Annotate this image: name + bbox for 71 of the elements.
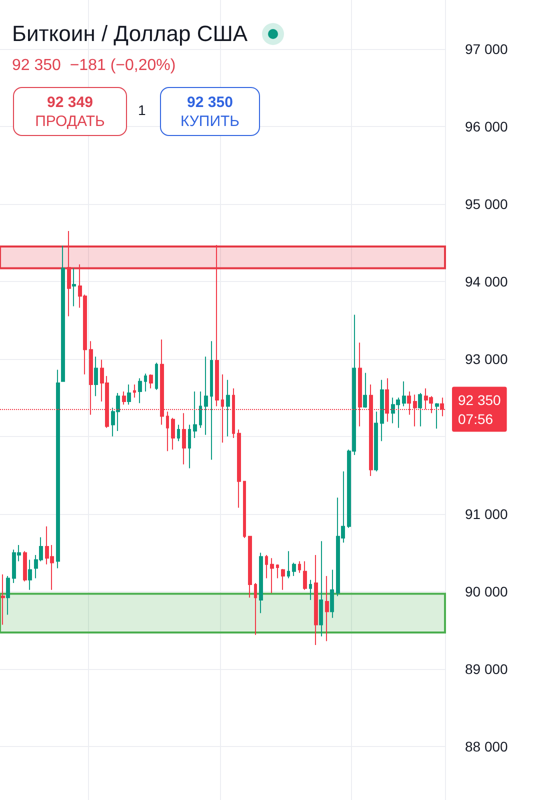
candlestick: [309, 579, 312, 600]
candlestick: [67, 230, 71, 317]
candlestick: [226, 379, 230, 437]
candlestick: [94, 356, 98, 397]
candlestick: [204, 356, 208, 436]
y-tick-label: 96 000: [465, 118, 508, 134]
candlestick: [298, 560, 301, 574]
candlestick: [265, 554, 268, 579]
candlestick: [303, 560, 307, 590]
y-tick-label: 93 000: [465, 350, 508, 367]
y-tick-label: 95 000: [465, 196, 508, 212]
candlestick: [6, 575, 10, 616]
candlestick: [144, 373, 147, 392]
candlestick: [363, 372, 367, 408]
candlestick: [193, 390, 197, 438]
candlestick: [1, 574, 5, 626]
y-tick-label: 91 000: [465, 506, 508, 522]
candlestick: [215, 244, 219, 407]
ref-line-label: 92 350: [458, 392, 502, 408]
candlestick: [270, 558, 274, 594]
candlestick: [418, 392, 422, 427]
candlestick: [281, 568, 285, 590]
candlestick: [237, 428, 241, 508]
text: 07:56: [458, 410, 494, 427]
candlestick: [133, 384, 136, 398]
candlestick: [138, 378, 142, 404]
candlestick: [402, 380, 406, 407]
candlestick: [292, 562, 296, 576]
candlestick: [435, 402, 439, 430]
annotation: 92 350: [187, 92, 233, 112]
buy-button: 92 350 КУПИТЬ: [160, 87, 260, 136]
text: Биткоин / Доллар США: [12, 21, 248, 47]
candlestick: [122, 390, 126, 406]
candlestick: [127, 384, 131, 406]
candlestick: [210, 340, 213, 460]
candlestick: [188, 424, 191, 469]
candlestick: [314, 554, 318, 646]
annotation: 1: [138, 102, 146, 118]
y-tick-label: 94 000: [465, 273, 508, 290]
candlestick: [259, 552, 263, 614]
text: 92 350 −181 (−0,20%): [12, 57, 176, 75]
annotation: ПРОДАТЬ: [35, 112, 105, 130]
y-tick-label: 89 000: [465, 660, 508, 677]
candlestick: [166, 411, 169, 452]
candlestick: [248, 536, 252, 598]
annotation: 92 349: [47, 92, 93, 112]
candlestick: [319, 540, 323, 637]
candlestick: [177, 424, 180, 442]
candlestick: [325, 575, 329, 642]
annotation: КУПИТЬ: [180, 112, 240, 130]
candlestick: [182, 412, 186, 465]
candlestick: [23, 550, 27, 582]
candlestick: [171, 417, 175, 450]
sell-button: 92 349 ПРОДАТЬ: [13, 87, 127, 136]
candlestick: [287, 550, 290, 579]
candlestick: [374, 411, 378, 472]
candlestick: [276, 564, 279, 579]
y-tick-label: 90 000: [465, 583, 508, 600]
candlestick: [243, 480, 246, 538]
candlestick: [61, 245, 65, 382]
candlestick: [199, 390, 202, 428]
y-tick-label: 97 000: [465, 40, 508, 57]
candlestick: [28, 559, 32, 590]
candlestick: [155, 362, 158, 390]
candlestick: [56, 369, 60, 569]
y-tick-label: 88 000: [465, 738, 508, 755]
candlestick: [254, 582, 257, 636]
candlestick: [149, 374, 153, 389]
candlestick: [380, 379, 384, 442]
candlestick: [330, 569, 334, 618]
candlestick: [72, 268, 76, 307]
